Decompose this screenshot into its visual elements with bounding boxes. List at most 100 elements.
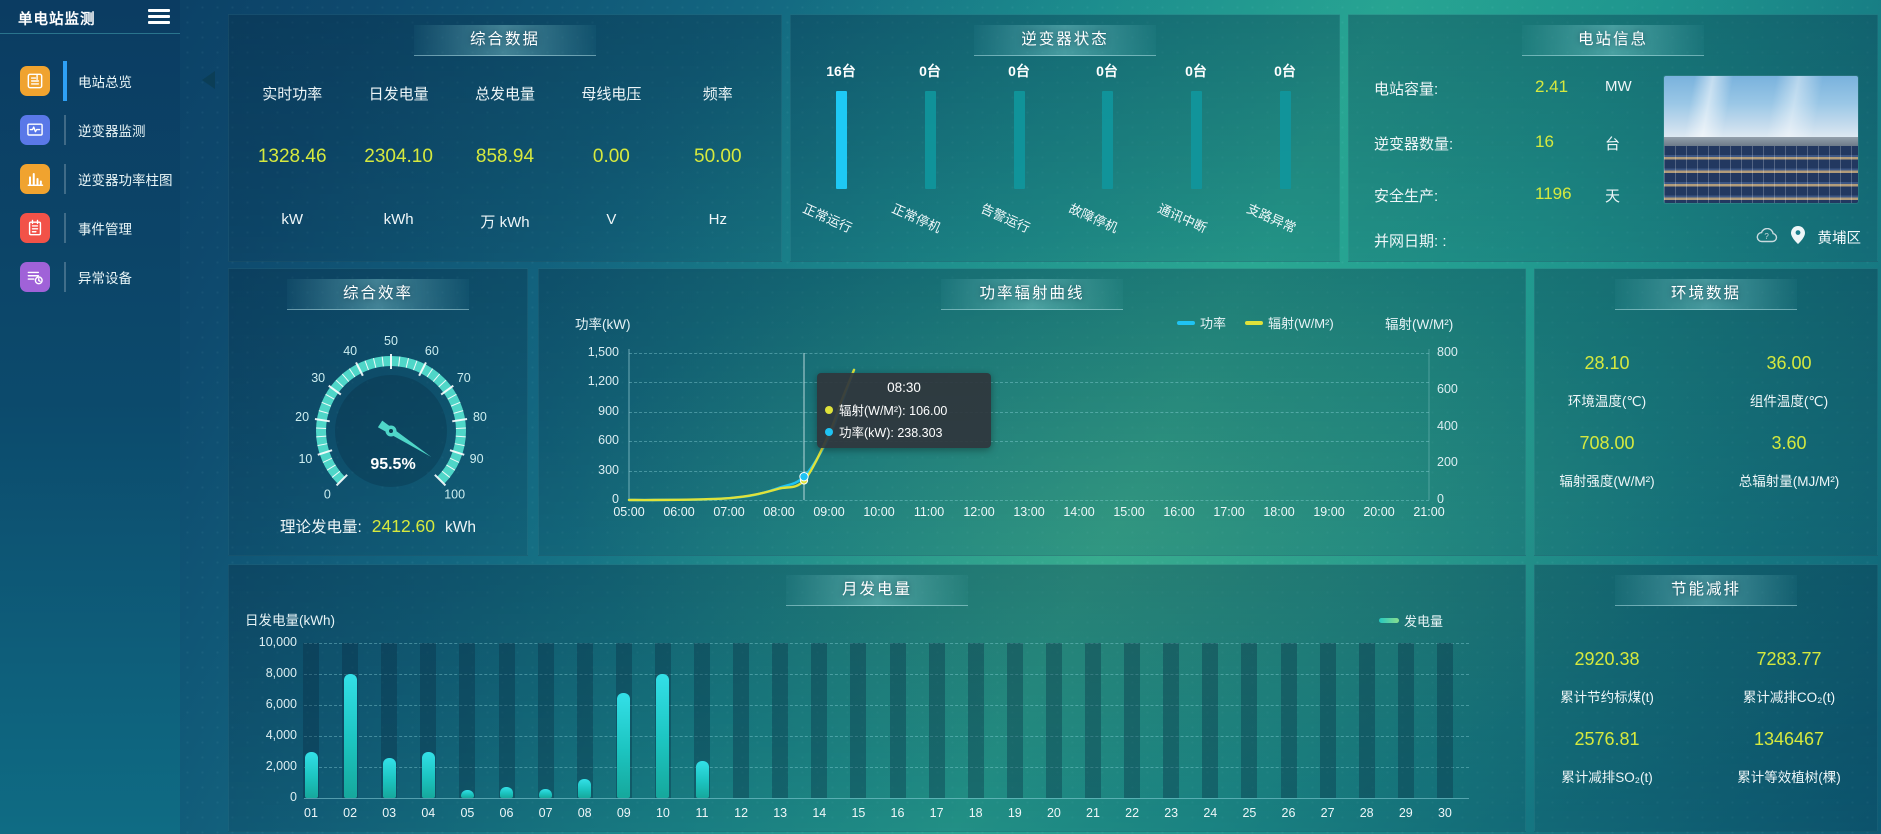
h-gridline: [629, 441, 1429, 443]
bar-background-column: [733, 643, 750, 798]
y-axis-tick-label: 1,500: [587, 345, 619, 359]
sidebar-collapse-arrow[interactable]: [202, 71, 215, 89]
chart-tooltip: 08:30 辐射(W/M²): 106.00 功率(kW): 238.303: [817, 373, 991, 448]
legend-item-radiation[interactable]: 辐射(W/M²): [1245, 313, 1334, 332]
sidebar-item-indicator: [64, 163, 66, 194]
x-axis-tick-label: 05: [460, 806, 475, 820]
monthly-bar-01[interactable]: [304, 751, 318, 798]
y-axis-tick-label: 2,000: [265, 759, 297, 773]
bar-background-column: [694, 643, 710, 798]
inverter-status-bar-3[interactable]: [1101, 91, 1113, 189]
inverter-status-bar-5[interactable]: [1279, 91, 1291, 189]
overview-doc-icon: [20, 65, 50, 96]
legend-item-power[interactable]: 功率: [1177, 313, 1226, 332]
x-axis-tick-label: 23: [1164, 806, 1179, 820]
y-axis-tick-label: 6,000: [265, 697, 297, 711]
h-gridline: [629, 470, 1429, 472]
x-axis-tick-label: 14: [812, 806, 827, 820]
environment-value: 708.00: [1579, 433, 1635, 453]
sidebar-item-0[interactable]: 电站总览: [0, 56, 180, 105]
bar-background-column: [1006, 643, 1023, 798]
monthly-bar-11[interactable]: [695, 760, 709, 798]
x-axis-tick-label: 25: [1242, 806, 1257, 820]
sidebar-item-3[interactable]: 事件管理: [0, 203, 180, 252]
sidebar-item-4[interactable]: 异常设备: [0, 252, 180, 301]
monthly-bar-09[interactable]: [617, 693, 631, 798]
monthly-bar-10[interactable]: [656, 674, 670, 798]
sidebar-item-label: 异常设备: [78, 270, 132, 286]
y2-axis-tick-label: 400: [1437, 418, 1458, 433]
x-axis-tick-label: 12:00: [963, 505, 995, 519]
bar-background-column: [1241, 643, 1258, 798]
bar-background-column: [889, 643, 906, 798]
power-radiation-chart[interactable]: 1,500 1,200 900 600 300 0 800 600 400 200 0 05:00 06…: [539, 269, 1525, 555]
inverter-bar-count: 16台: [826, 63, 856, 79]
monthly-generation-chart[interactable]: 10,000 8,000 6,000 4,000 2,000 0 01 02 03 04 05 06 0…: [229, 565, 1525, 831]
energy-saving-label: 累计节约标煤(t): [1560, 690, 1654, 705]
inverter-status-bar-1[interactable]: [924, 91, 936, 189]
bar-background-column: [967, 643, 984, 798]
environment-label: 环境温度(℃): [1567, 394, 1647, 409]
station-row-label-1: 逆变器数量:: [1374, 136, 1454, 153]
hamburger-menu-icon[interactable]: [148, 9, 170, 25]
monthly-bar-03[interactable]: [382, 757, 396, 798]
weather-cloud-icon: ?: [1756, 227, 1778, 248]
sidebar-item-2[interactable]: 逆变器功率柱图: [0, 154, 180, 203]
bar-background-column: [1085, 643, 1101, 798]
efficiency-gauge[interactable]: 0 10 20 30 40 50 60 70 80 90 100 95.5%: [271, 331, 511, 531]
x-axis-tick-label: 21:00: [1413, 505, 1445, 519]
bar-background-column: [1397, 643, 1414, 798]
x-axis-tick-label: 24: [1203, 806, 1218, 820]
inverter-monitor-icon: [20, 114, 50, 145]
metric-label: 频率: [702, 86, 733, 103]
x-axis-tick-label: 05:00: [613, 505, 645, 519]
h-gridline: [304, 736, 1469, 737]
y-axis-tick-label: 900: [598, 403, 619, 418]
x-axis-tick-label: 03: [382, 806, 397, 820]
monthly-bar-08[interactable]: [578, 778, 592, 798]
y-axis-tick-label: 8,000: [265, 666, 297, 680]
theory-value: 2412.60: [371, 516, 436, 536]
inverter-status-bar-0[interactable]: [835, 91, 847, 189]
svg-text:10: 10: [298, 452, 312, 466]
bar-background-column: [498, 643, 515, 798]
energy-saving-value: 2576.81: [1574, 729, 1640, 749]
x-axis-tick-label: 09:00: [813, 505, 845, 519]
svg-text:40: 40: [343, 344, 357, 358]
energy-saving-value: 1346467: [1753, 729, 1825, 749]
energy-saving-label: 累计减排CO₂(t): [1742, 690, 1836, 705]
h-gridline: [629, 382, 1429, 384]
event-notebook-icon: [20, 212, 50, 243]
inverter-status-bar-4[interactable]: [1190, 91, 1202, 189]
monthly-bar-05[interactable]: [460, 790, 474, 798]
station-row-label-2: 安全生产:: [1374, 188, 1439, 205]
metric-label: 母线电压: [581, 86, 642, 103]
legend-item-generation[interactable]: 发电量: [1379, 611, 1443, 630]
x-axis-tick-label: 29: [1398, 806, 1413, 820]
y-axis-tick-label: 600: [598, 433, 619, 448]
svg-text:30: 30: [311, 371, 325, 385]
sidebar-item-label: 逆变器监测: [78, 123, 146, 139]
monthly-bar-02[interactable]: [343, 674, 357, 798]
panel-title: 月发电量: [786, 575, 968, 606]
inverter-status-bar-2[interactable]: [1013, 91, 1025, 189]
svg-text:80: 80: [473, 410, 487, 424]
tooltip-power: 功率(kW): 238.303: [825, 422, 983, 441]
x-axis-tick-label: 02: [343, 806, 358, 820]
bar-background-column: [1436, 643, 1453, 798]
inverter-bar-label: 正常运行: [800, 200, 855, 236]
monthly-bar-06[interactable]: [500, 787, 513, 798]
environment-label: 辐射强度(W/M²): [1559, 474, 1655, 489]
sidebar-item-1[interactable]: 逆变器监测: [0, 105, 180, 154]
metric-label: 总发电量: [474, 86, 535, 103]
y-axis-tick-label: 0: [290, 790, 297, 804]
monthly-bar-04[interactable]: [421, 752, 435, 798]
energy-saving-label: 累计等效植树(棵): [1737, 770, 1841, 785]
energy-saving-item-3: 1346467 累计等效植树(棵): [1709, 729, 1869, 786]
monthly-bar-07[interactable]: [539, 789, 553, 798]
energy-saving-item-1: 7283.77 累计减排CO₂(t): [1709, 649, 1869, 706]
svg-text:?: ?: [1764, 232, 1769, 241]
x-axis-tick-label: 06: [499, 806, 514, 820]
x-axis-tick-label: 11:00: [913, 505, 945, 519]
energy-saving-label: 累计减排SO₂(t): [1561, 770, 1653, 785]
